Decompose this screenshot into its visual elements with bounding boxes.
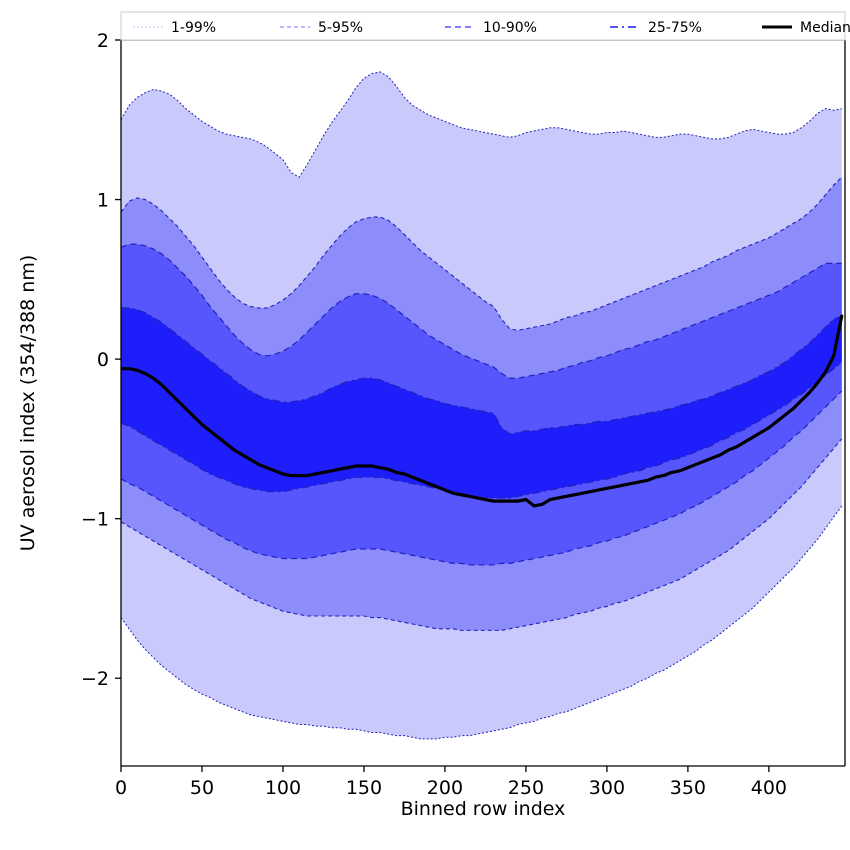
legend-label-25-75%[interactable]: 25-75% [648,20,702,36]
y-tick-label: 0 [97,349,109,371]
edge-line-p10 [121,390,843,566]
y-tick-label: −1 [81,509,109,531]
percentile-bands-group [121,71,842,739]
chart-legend: 1-99% 5-95% 10-90% 25-75% Median [120,11,850,41]
x-tick-label: 50 [190,777,214,799]
edge-line-p75 [121,307,843,435]
x-tick-label: 250 [508,777,544,799]
x-tick-label: 100 [265,777,301,799]
x-tick-label: 300 [589,777,625,799]
legend-label-Median[interactable]: Median [800,20,850,36]
x-axis-ticks: 0 50 100 150 200 250 300 350 400 [115,766,787,799]
y-tick-label: 1 [97,190,109,212]
y-axis-ticks: 2 1 0 −1 −2 [81,30,121,690]
y-tick-label: 2 [97,30,109,52]
median-line [121,314,844,508]
edge-line-p95 [121,176,843,331]
legend-label-1-99%[interactable]: 1-99% [171,20,216,36]
y-tick-label: −2 [81,668,109,690]
legend-label-5-95%[interactable]: 5-95% [318,20,363,36]
x-tick-label: 150 [346,777,382,799]
x-tick-label: 400 [751,777,787,799]
edge-line-p5 [121,438,843,631]
y-axis-title: UV aerosol index (354/388 nm) [17,255,39,552]
legend-label-10-90%[interactable]: 10-90% [483,20,537,36]
band-25-75-fill [121,308,842,498]
median-line-group [121,314,844,508]
x-tick-label: 350 [670,777,706,799]
x-tick-label: 0 [115,777,127,799]
x-tick-label: 200 [427,777,463,799]
legend-frame [120,11,846,41]
edge-line-p90 [121,243,842,379]
x-axis-title: Binned row index [401,798,566,820]
